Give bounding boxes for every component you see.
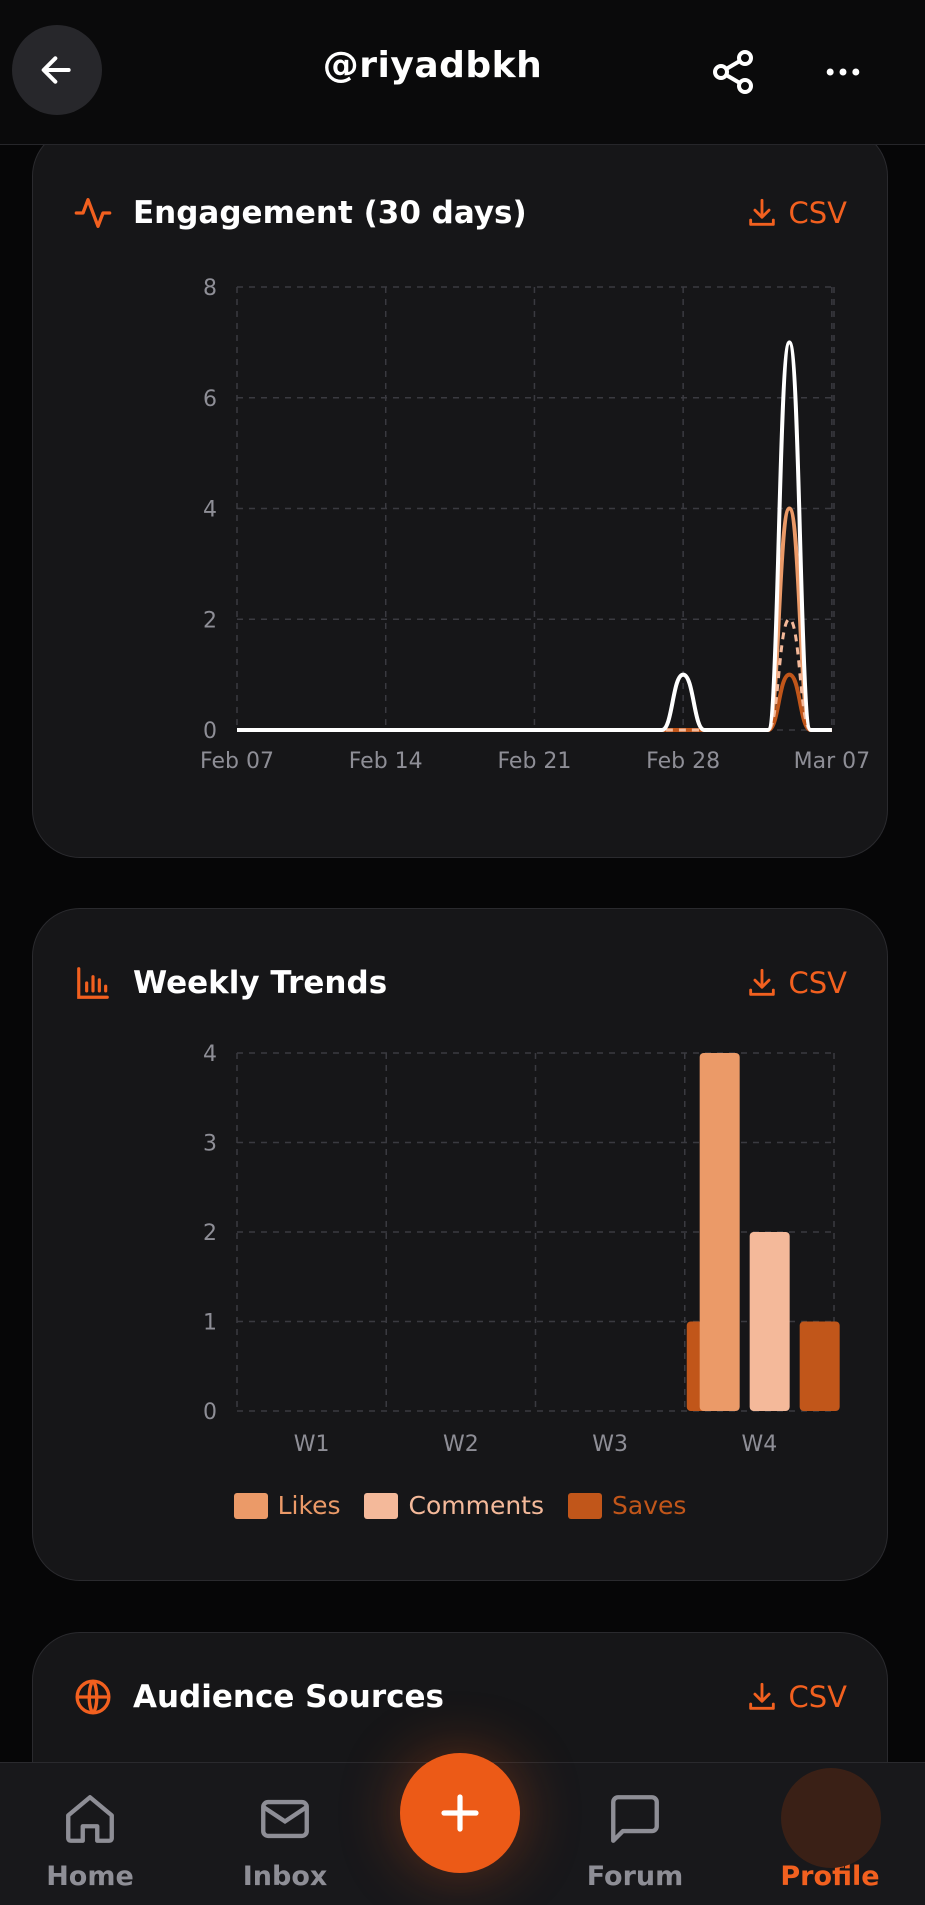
legend-item-saves[interactable]: Saves bbox=[568, 1491, 686, 1520]
nav-inbox-label: Inbox bbox=[242, 1861, 328, 1892]
weekly-legend: Likes Comments Saves bbox=[33, 1491, 887, 1520]
x-tick-label: Feb 07 bbox=[200, 749, 274, 774]
csv-label: CSV bbox=[788, 1680, 848, 1714]
nav-forum[interactable]: Forum bbox=[565, 1763, 705, 1905]
message-square-icon bbox=[605, 1789, 665, 1849]
y-tick-label: 2 bbox=[203, 1221, 217, 1246]
weekly-card-header: Weekly Trends CSV bbox=[73, 959, 847, 1007]
share-icon bbox=[713, 50, 753, 94]
bar-likes bbox=[699, 1053, 740, 1411]
x-tick-label: Feb 14 bbox=[349, 749, 423, 774]
engagement-card-header: Engagement (30 days) CSV bbox=[73, 189, 847, 237]
x-tick-label: Mar 07 bbox=[794, 749, 871, 774]
y-tick-label: 4 bbox=[203, 1042, 217, 1067]
plus-icon bbox=[441, 1794, 479, 1832]
download-icon bbox=[748, 1682, 775, 1710]
legend-item-comments[interactable]: Comments bbox=[364, 1491, 544, 1520]
audience-title: Audience Sources bbox=[133, 1679, 444, 1715]
share-button[interactable] bbox=[705, 44, 761, 100]
mail-icon bbox=[255, 1789, 315, 1849]
engagement-csv-button[interactable]: CSV bbox=[745, 189, 848, 237]
y-tick-label: 1 bbox=[203, 1311, 217, 1336]
more-horizontal-icon bbox=[826, 68, 860, 76]
bar-chart-icon bbox=[73, 963, 113, 1003]
y-tick-label: 6 bbox=[203, 387, 217, 412]
legend-label: Likes bbox=[277, 1491, 341, 1520]
legend-label: Saves bbox=[612, 1491, 687, 1520]
legend-swatch bbox=[364, 1492, 399, 1519]
audience-csv-button[interactable]: CSV bbox=[745, 1673, 848, 1721]
x-tick-label: W1 bbox=[294, 1432, 330, 1457]
bar-comments bbox=[749, 1232, 790, 1411]
more-options-button[interactable] bbox=[815, 44, 871, 100]
legend-item-likes[interactable]: Likes bbox=[233, 1491, 341, 1520]
nav-home[interactable]: Home bbox=[20, 1763, 160, 1905]
nav-inbox[interactable]: Inbox bbox=[215, 1763, 355, 1905]
legend-swatch bbox=[568, 1492, 602, 1519]
y-tick-label: 2 bbox=[203, 608, 217, 633]
arrow-left-icon bbox=[41, 56, 71, 84]
y-tick-label: 0 bbox=[203, 719, 217, 744]
bar-saves bbox=[799, 1321, 840, 1411]
back-button[interactable] bbox=[12, 25, 102, 115]
legend-label: Comments bbox=[408, 1491, 544, 1520]
y-tick-label: 8 bbox=[203, 276, 217, 301]
weekly-trends-card: Weekly Trends CSV 0 1 2 3 4 W1 W2 W3 W4 Likes Co… bbox=[32, 908, 888, 1581]
nav-home-label: Home bbox=[46, 1861, 134, 1892]
activity-icon bbox=[73, 193, 113, 233]
engagement-line-chart: 0 2 4 6 8 Feb 07 Feb 14 Feb 21 Feb 28 Mar 07 bbox=[200, 276, 871, 774]
home-icon bbox=[60, 1789, 120, 1849]
y-tick-label: 3 bbox=[203, 1132, 217, 1157]
weekly-bar-chart: 0 1 2 3 4 W1 W2 W3 W4 bbox=[203, 1042, 840, 1457]
create-post-button[interactable] bbox=[400, 1753, 520, 1873]
globe-icon bbox=[73, 1677, 113, 1717]
legend-swatch bbox=[233, 1492, 268, 1519]
y-tick-label: 4 bbox=[203, 498, 217, 523]
x-tick-label: W2 bbox=[443, 1432, 479, 1457]
nav-forum-label: Forum bbox=[586, 1861, 684, 1892]
weekly-csv-button[interactable]: CSV bbox=[745, 959, 848, 1007]
weekly-title: Weekly Trends bbox=[133, 965, 388, 1001]
audience-card-header: Audience Sources CSV bbox=[73, 1673, 847, 1721]
x-tick-label: W3 bbox=[592, 1432, 628, 1457]
x-tick-label: Feb 21 bbox=[497, 749, 571, 774]
engagement-title: Engagement (30 days) bbox=[133, 195, 527, 231]
download-icon bbox=[748, 968, 775, 996]
x-tick-label: W4 bbox=[742, 1432, 778, 1457]
nav-profile-active-indicator bbox=[781, 1768, 881, 1868]
x-tick-label: Feb 28 bbox=[646, 749, 720, 774]
csv-label: CSV bbox=[788, 966, 848, 1000]
profile-handle: @riyadbkh bbox=[322, 45, 543, 86]
engagement-card: Engagement (30 days) CSV 0 2 4 6 8 Feb 07 Feb … bbox=[32, 128, 888, 858]
series-line-solid-white bbox=[237, 340, 832, 733]
csv-label: CSV bbox=[788, 196, 848, 230]
download-icon bbox=[748, 198, 775, 226]
y-tick-label: 0 bbox=[203, 1400, 217, 1425]
top-header: @riyadbkh bbox=[0, 0, 925, 145]
